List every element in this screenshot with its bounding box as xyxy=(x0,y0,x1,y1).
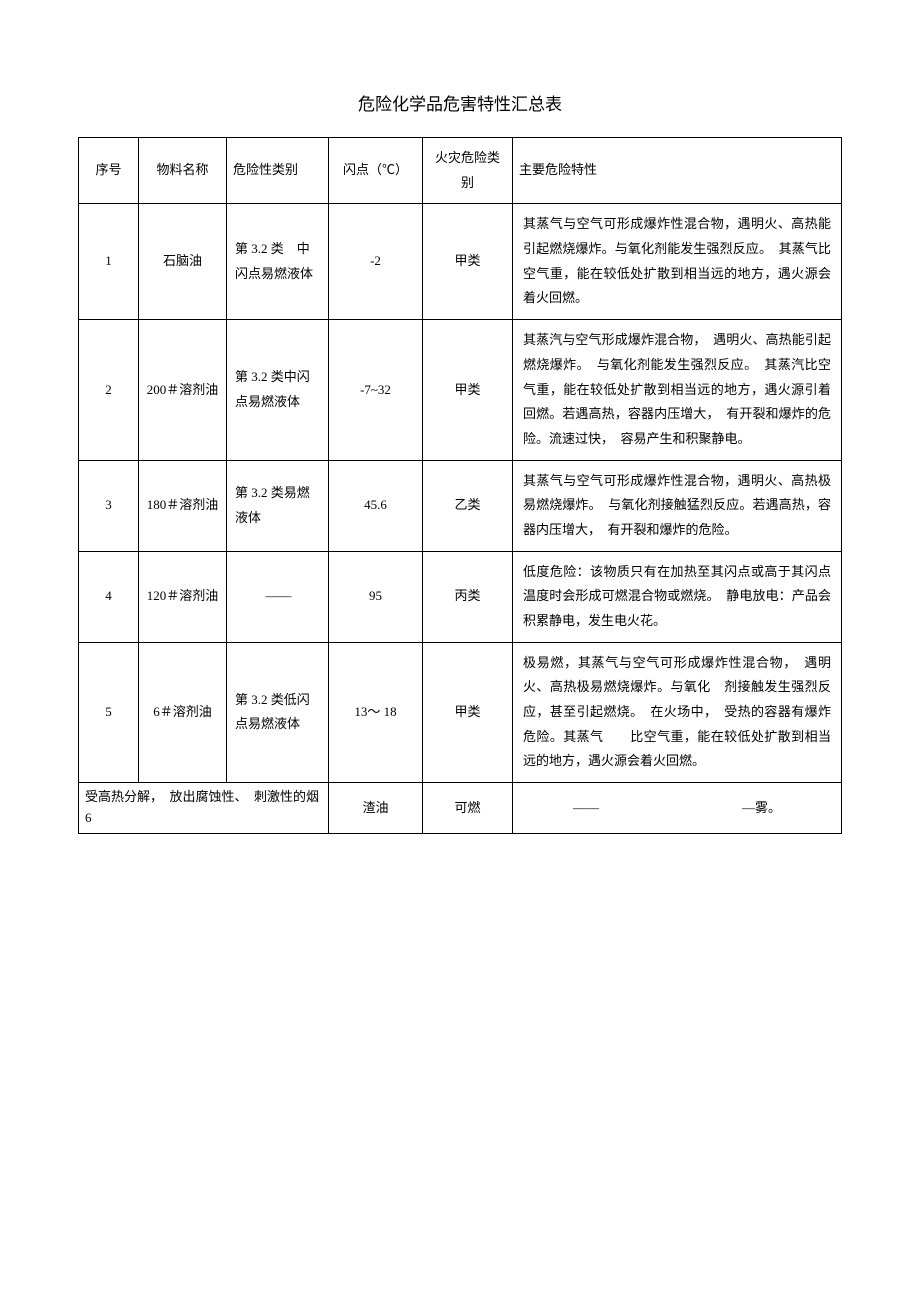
table-row: 3 180＃溶剂油 第 3.2 类易燃液体 45.6 乙类 其蒸气与空气可形成爆… xyxy=(79,460,842,551)
table-row-last: 受高热分解， 放出腐蚀性、 刺激性的烟 6 渣油 可燃 —— —雾。 xyxy=(79,783,842,834)
cell-main: 其蒸气与空气可形成爆炸性混合物，遇明火、高热极易燃烧爆炸。 与氧化剂接触猛烈反应… xyxy=(513,460,842,551)
document-title: 危险化学品危害特性汇总表 xyxy=(78,90,842,115)
cell-main: 其蒸气与空气可形成爆炸性混合物，遇明火、高热能引起燃烧爆炸。与氧化剂能发生强烈反… xyxy=(513,204,842,320)
table-header-row: 序号 物料名称 危险性类别 闪点（℃） 火灾危险类别 主要危险特性 xyxy=(79,138,842,204)
header-fire: 火灾危险类别 xyxy=(423,138,513,204)
cell-main: 其蒸汽与空气形成爆炸混合物， 遇明火、高热能引起燃烧爆炸。 与氧化剂能发生强烈反… xyxy=(513,320,842,460)
cell-last-c2: 渣油 xyxy=(329,783,423,834)
cell-hazard: 第 3.2 类中闪点易燃液体 xyxy=(227,320,329,460)
table-row: 5 6＃溶剂油 第 3.2 类低闪点易燃液体 13～ 18 甲类 极易燃，其蒸气… xyxy=(79,642,842,782)
cell-flash: -2 xyxy=(329,204,423,320)
cell-seq: 5 xyxy=(79,642,139,782)
header-main: 主要危险特性 xyxy=(513,138,842,204)
cell-seq: 1 xyxy=(79,204,139,320)
header-seq: 序号 xyxy=(79,138,139,204)
cell-name: 120＃溶剂油 xyxy=(139,551,227,642)
cell-fire: 乙类 xyxy=(423,460,513,551)
header-name: 物料名称 xyxy=(139,138,227,204)
cell-last-c4: —— —雾。 xyxy=(513,783,842,834)
cell-hazard: 第 3.2 类低闪点易燃液体 xyxy=(227,642,329,782)
cell-fire: 丙类 xyxy=(423,551,513,642)
cell-flash: 95 xyxy=(329,551,423,642)
table-row: 1 石脑油 第 3.2 类 中闪点易燃液体 -2 甲类 其蒸气与空气可形成爆炸性… xyxy=(79,204,842,320)
cell-main: 低度危险：该物质只有在加热至其闪点或高于其闪点温度时会形成可燃混合物或燃烧。 静… xyxy=(513,551,842,642)
cell-name: 石脑油 xyxy=(139,204,227,320)
cell-seq: 3 xyxy=(79,460,139,551)
cell-last-c3: 可燃 xyxy=(423,783,513,834)
hazard-summary-table: 序号 物料名称 危险性类别 闪点（℃） 火灾危险类别 主要危险特性 1 石脑油 … xyxy=(78,137,842,834)
header-flash: 闪点（℃） xyxy=(329,138,423,204)
cell-seq: 2 xyxy=(79,320,139,460)
cell-name: 200＃溶剂油 xyxy=(139,320,227,460)
cell-flash: -7~32 xyxy=(329,320,423,460)
cell-fire: 甲类 xyxy=(423,642,513,782)
header-hazard: 危险性类别 xyxy=(227,138,329,204)
cell-flash: 13～ 18 xyxy=(329,642,423,782)
cell-name: 180＃溶剂油 xyxy=(139,460,227,551)
cell-fire: 甲类 xyxy=(423,204,513,320)
cell-main: 极易燃，其蒸气与空气可形成爆炸性混合物， 遇明火、高热极易燃烧爆炸。与氧化 剂接… xyxy=(513,642,842,782)
cell-name: 6＃溶剂油 xyxy=(139,642,227,782)
cell-flash: 45.6 xyxy=(329,460,423,551)
table-row: 4 120＃溶剂油 —— 95 丙类 低度危险：该物质只有在加热至其闪点或高于其… xyxy=(79,551,842,642)
table-row: 2 200＃溶剂油 第 3.2 类中闪点易燃液体 -7~32 甲类 其蒸汽与空气… xyxy=(79,320,842,460)
cell-hazard: 第 3.2 类易燃液体 xyxy=(227,460,329,551)
cell-hazard: 第 3.2 类 中闪点易燃液体 xyxy=(227,204,329,320)
cell-fire: 甲类 xyxy=(423,320,513,460)
cell-hazard: —— xyxy=(227,551,329,642)
cell-last-c1: 受高热分解， 放出腐蚀性、 刺激性的烟 6 xyxy=(79,783,329,834)
cell-seq: 4 xyxy=(79,551,139,642)
